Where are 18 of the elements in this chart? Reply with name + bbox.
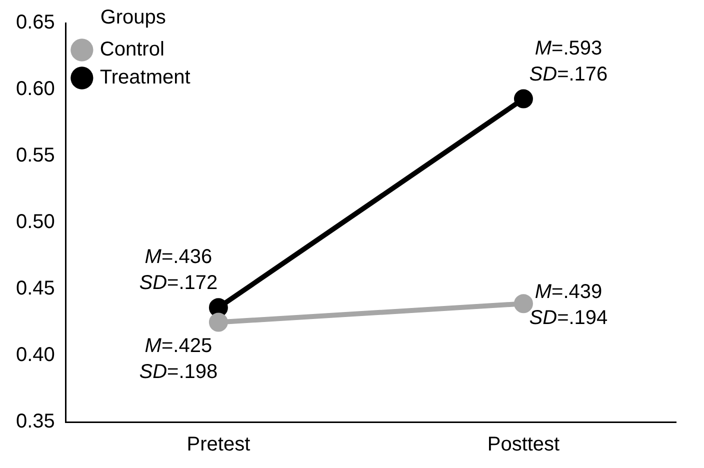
x-tick-label: Pretest [186,434,251,456]
annotation: M=.593 SD=.176 [529,37,608,86]
legend-label: Treatment [100,66,191,89]
annotation: M=.425 SD=.198 [139,334,218,383]
point [208,312,228,332]
point [514,89,533,108]
x-tick-label: Posttest [487,434,560,456]
y-tick-label: 0.55 [16,144,55,167]
y-tick-label: 0.60 [16,78,55,100]
y-tick-label: 0.40 [16,344,55,366]
y-tick-label: 0.45 [16,278,55,300]
legend-label: Control [100,38,164,61]
legend-title: Groups [100,6,166,29]
y-tick-label: 0.35 [16,410,55,433]
y-tick-label: 0.50 [16,211,55,234]
annotation: M=.439 SD=.194 [529,281,608,330]
y-tick-label: 0.65 [16,12,55,34]
annotation: M=.436 SD=.172 [139,246,218,294]
